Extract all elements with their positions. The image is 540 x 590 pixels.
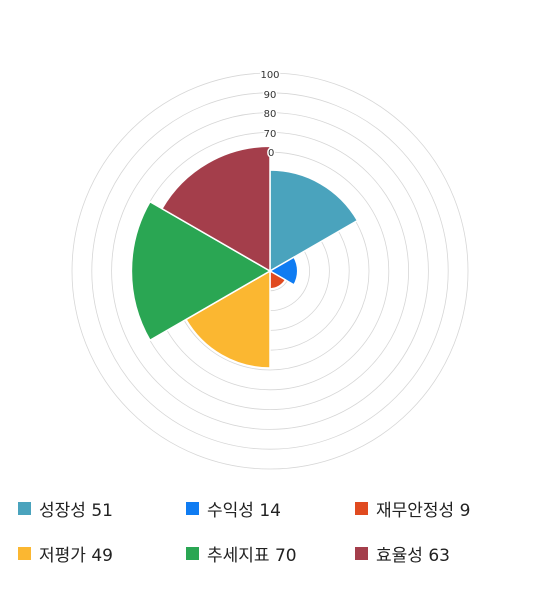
chart-sectors [130, 145, 359, 369]
legend-swatch [355, 501, 368, 515]
sector-4[interactable] [184, 269, 271, 369]
sector-2[interactable] [268, 256, 299, 286]
grid-ring [91, 92, 449, 450]
legend-item-trend-indicator[interactable]: 추세지표 70 [186, 539, 297, 567]
legend-swatch [18, 546, 31, 560]
tick-label-80: 80 [264, 109, 277, 120]
grid-ring [71, 72, 469, 470]
polar-area-chart: 100 90 80 70 0 [71, 69, 469, 470]
legend-label: 추세지표 70 [207, 545, 297, 566]
tick-label-90: 90 [264, 90, 277, 101]
tick-label-0: 0 [268, 148, 274, 159]
legend-swatch [18, 501, 31, 515]
legend-item-undervaluation[interactable]: 저평가 49 [18, 539, 113, 567]
legend-label: 수익성 14 [207, 500, 281, 521]
legend-swatch [186, 546, 199, 560]
radial-tick-labels: 100 90 80 70 0 [259, 69, 281, 161]
grid-ring [111, 112, 429, 430]
legend-swatch [355, 546, 368, 560]
legend-label: 성장성 51 [39, 500, 113, 521]
tick-label-100: 100 [260, 70, 279, 81]
legend-label: 저평가 49 [39, 545, 113, 566]
legend-item-growth[interactable]: 성장성 51 [18, 494, 113, 522]
legend-swatch [186, 501, 199, 515]
legend-label: 효율성 63 [376, 545, 450, 566]
legend-item-financial-stability[interactable]: 재무안정성 9 [355, 494, 470, 522]
legend-item-profitability[interactable]: 수익성 14 [186, 494, 281, 522]
tick-label-70: 70 [264, 129, 277, 140]
legend-label: 재무안정성 9 [376, 500, 471, 521]
legend-item-efficiency[interactable]: 효율성 63 [355, 539, 450, 567]
sector-5[interactable] [130, 200, 272, 342]
legend-row: 성장성 51 수익성 14 재무안정성 9 [0, 494, 540, 522]
sector-1[interactable] [269, 169, 359, 273]
sector-6[interactable] [160, 145, 271, 273]
legend-row: 저평가 49 추세지표 70 효율성 63 [0, 539, 540, 567]
